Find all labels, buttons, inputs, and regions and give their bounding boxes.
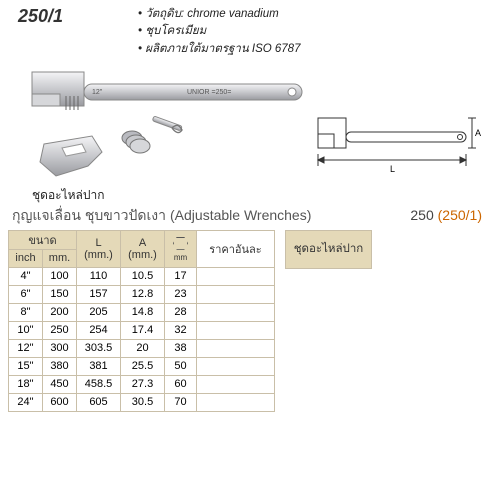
spare-table: ชุดอะไหล่ปาก [285,230,372,269]
cell-mm: 100 [43,267,77,285]
cell-price [197,285,275,303]
title-english: (Adjustable Wrenches) [170,207,311,223]
feature-list: • วัตถุดิบ: chrome vanadium • ชุบโครเมีย… [138,6,300,58]
cell-price [197,267,275,285]
col-mm: mm. [43,249,77,267]
cell-mm: 200 [43,303,77,321]
cell-inch: 15" [9,357,43,375]
cell-inch: 4" [9,267,43,285]
cell-mm: 250 [43,321,77,339]
table-row: 8"20020514.828 [9,303,275,321]
cell-A: 12.8 [121,285,165,303]
cell-L: 110 [77,267,121,285]
col-a: A (mm.) [121,230,165,267]
cell-hex: 50 [165,357,197,375]
cell-price [197,303,275,321]
col-spare: ชุดอะไหล่ปาก [286,230,372,268]
title-code: 250 (250/1) [410,207,482,223]
cell-mm: 380 [43,357,77,375]
wrench-size-label: 12" [92,89,103,96]
cell-A: 25.5 [121,357,165,375]
cell-hex: 38 [165,339,197,357]
col-l: L (mm.) [77,230,121,267]
cell-L: 605 [77,393,121,411]
table-row: 12"300303.52038 [9,339,275,357]
cell-A: 10.5 [121,267,165,285]
dimension-diagram: A L [312,104,482,190]
cell-A: 14.8 [121,303,165,321]
table-row: 4"10011010.517 [9,267,275,285]
cell-mm: 300 [43,339,77,357]
cell-price [197,375,275,393]
cell-inch: 24" [9,393,43,411]
table-row: 15"38038125.550 [9,357,275,375]
cell-inch: 10" [9,321,43,339]
hex-icon [173,237,188,250]
dim-label-a: A [475,128,481,138]
cell-L: 458.5 [77,375,121,393]
wrench-brand-label: UNIOR =250= [187,89,231,96]
cell-price [197,339,275,357]
cell-L: 205 [77,303,121,321]
cell-mm: 600 [43,393,77,411]
cell-inch: 18" [9,375,43,393]
cell-A: 27.3 [121,375,165,393]
cell-hex: 17 [165,267,197,285]
feature-item: • วัตถุดิบ: chrome vanadium [138,6,300,23]
feature-item: • ผลิตภายใต้มาตรฐาน ISO 6787 [138,41,300,58]
cell-A: 17.4 [121,321,165,339]
table-row: 18"450458.527.360 [9,375,275,393]
model-number: 250/1 [18,6,138,58]
cell-price [197,321,275,339]
feature-item: • ชุบโครเมียม [138,23,300,40]
cell-hex: 28 [165,303,197,321]
spec-table: ขนาด L (mm.) A (mm.) mm ราคาอันละ inch m… [8,230,275,412]
cell-L: 254 [77,321,121,339]
cell-inch: 12" [9,339,43,357]
cell-hex: 32 [165,321,197,339]
cell-L: 381 [77,357,121,375]
title-thai: กุญแจเลื่อน ชุบขาวปัดเงา [12,205,166,227]
col-inch: inch [9,249,43,267]
product-title: กุญแจเลื่อน ชุบขาวปัดเงา (Adjustable Wre… [12,205,492,227]
col-hex: mm [165,230,197,267]
cell-hex: 23 [165,285,197,303]
cell-A: 20 [121,339,165,357]
table-row: 6"15015712.823 [9,285,275,303]
cell-L: 157 [77,285,121,303]
cell-mm: 150 [43,285,77,303]
cell-L: 303.5 [77,339,121,357]
cell-hex: 70 [165,393,197,411]
col-price: ราคาอันละ [197,230,275,267]
dim-label-l: L [390,164,395,174]
col-size: ขนาด [9,230,77,249]
cell-inch: 6" [9,285,43,303]
cell-inch: 8" [9,303,43,321]
spare-parts-label: ชุดอะไหล่ปาก [32,186,105,205]
wrench-photo: UNIOR =250= 12" [22,66,322,196]
table-row: 10"25025417.432 [9,321,275,339]
cell-mm: 450 [43,375,77,393]
table-row: 24"60060530.570 [9,393,275,411]
cell-A: 30.5 [121,393,165,411]
cell-hex: 60 [165,375,197,393]
cell-price [197,357,275,375]
cell-price [197,393,275,411]
